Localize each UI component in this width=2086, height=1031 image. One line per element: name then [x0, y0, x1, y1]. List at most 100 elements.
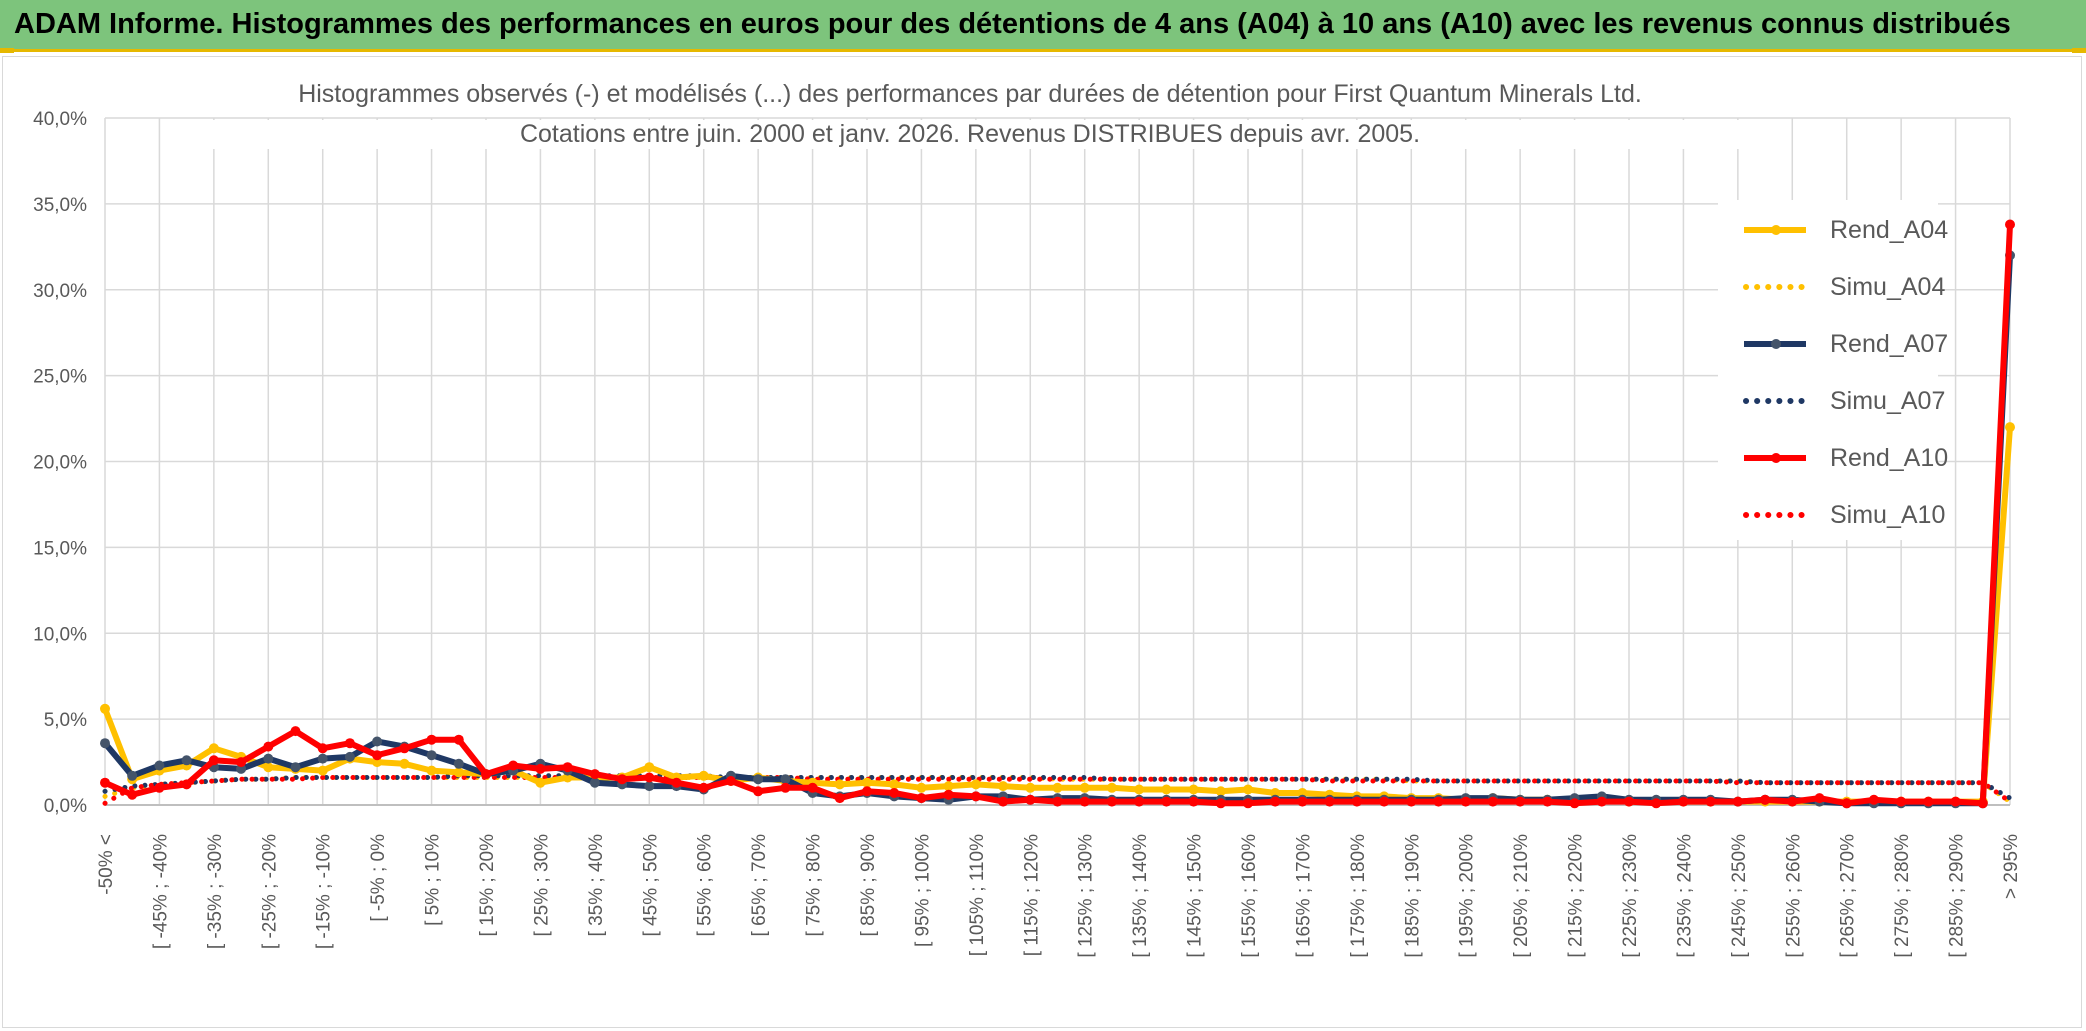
data-point-rend-a10 — [753, 786, 764, 797]
legend-swatch-rend-a10 — [1744, 453, 1806, 463]
y-tick-label: 25,0% — [33, 367, 87, 388]
data-point-rend-a10 — [1297, 796, 1308, 807]
data-point-rend-a04 — [1079, 782, 1090, 793]
data-point-rend-a10 — [916, 793, 927, 804]
banner-accent-left — [0, 48, 14, 53]
legend-swatch-simu-a04 — [1743, 284, 1809, 290]
legend-item-simu-a10[interactable]: Simu_A10 — [1742, 495, 1946, 535]
data-point-rend-a10 — [617, 774, 628, 785]
data-point-rend-a04 — [1188, 784, 1199, 795]
data-point-rend-a07 — [453, 758, 464, 769]
data-point-rend-a10 — [181, 779, 192, 790]
data-point-rend-a04 — [1134, 784, 1145, 795]
legend-label-simu-a10: Simu_A10 — [1830, 501, 1946, 529]
data-point-rend-a10 — [1515, 796, 1526, 807]
data-point-rend-a10 — [263, 741, 274, 752]
data-point-rend-a04 — [943, 781, 954, 792]
data-point-rend-a04 — [2005, 422, 2015, 433]
data-point-rend-a10 — [1678, 796, 1689, 807]
x-tick-label: [ 205% ; 210% — [1511, 834, 1532, 958]
data-point-rend-a10 — [1705, 796, 1716, 807]
data-point-rend-a07 — [317, 753, 328, 764]
x-tick-label: [ 265% ; 270% — [1838, 834, 1859, 958]
data-point-rend-a07 — [753, 774, 764, 785]
data-point-rend-a04 — [698, 770, 709, 781]
data-point-rend-a10 — [1025, 794, 1036, 805]
y-tick-label: 40,0% — [33, 109, 87, 130]
data-point-rend-a10 — [317, 743, 328, 754]
y-tick-label: 30,0% — [33, 281, 87, 302]
data-point-rend-a10 — [1977, 798, 1988, 809]
data-point-rend-a10 — [671, 777, 682, 788]
data-point-rend-a10 — [1651, 798, 1662, 809]
data-point-rend-a04 — [453, 767, 464, 778]
data-point-rend-a04 — [970, 779, 981, 790]
header-banner: ADAM Informe. Histogrammes des performan… — [0, 0, 2086, 52]
x-tick-label: [ -5% ; 0% — [368, 834, 389, 922]
x-tick-label: [ 105% ; 110% — [967, 834, 988, 956]
data-point-rend-a10 — [780, 782, 791, 793]
data-point-rend-a10 — [1215, 798, 1226, 809]
data-point-rend-a04 — [1106, 782, 1117, 793]
data-point-rend-a04 — [426, 765, 437, 776]
report-title: ADAM Informe. Histogrammes des performan… — [14, 8, 2011, 40]
data-point-rend-a07 — [263, 753, 274, 764]
legend-swatch-rend-a04 — [1744, 225, 1806, 235]
data-point-rend-a10 — [1406, 796, 1417, 807]
y-tick-label: 20,0% — [33, 453, 87, 474]
data-point-rend-a10 — [1542, 796, 1553, 807]
x-tick-label: [ 65% ; 70% — [749, 834, 770, 937]
x-tick-label: [ 245% ; 250% — [1729, 834, 1750, 958]
data-point-rend-a10 — [453, 734, 464, 745]
data-point-rend-a10 — [862, 786, 872, 797]
data-point-rend-a10 — [399, 743, 410, 754]
legend-label-rend-a10: Rend_A10 — [1830, 444, 1949, 472]
data-point-rend-a04 — [889, 779, 900, 790]
data-point-rend-a10 — [1161, 796, 1172, 807]
legend-swatch-simu-a10 — [1743, 512, 1809, 518]
legend-label-simu-a07: Simu_A07 — [1830, 387, 1946, 415]
data-point-rend-a10 — [1868, 794, 1879, 805]
x-tick-label: -50% < — [96, 834, 117, 895]
data-point-rend-a10 — [1079, 796, 1090, 807]
legend-swatch-simu-a07 — [1743, 398, 1809, 404]
data-point-rend-a04 — [263, 762, 274, 773]
y-tick-label: 0,0% — [44, 796, 87, 817]
data-point-rend-a10 — [344, 738, 355, 749]
legend-swatch-rend-a07 — [1744, 339, 1806, 349]
x-tick-label: [ 235% ; 240% — [1674, 834, 1695, 958]
legend-item-rend-a07[interactable]: Rend_A07 — [1742, 324, 1948, 364]
legend-item-simu-a04[interactable]: Simu_A04 — [1742, 267, 1946, 307]
data-point-rend-a07 — [426, 750, 437, 761]
chart-title: Histogrammes observés (-) et modélisés (… — [200, 80, 1740, 109]
data-point-rend-a04 — [208, 743, 219, 754]
legend-item-simu-a07[interactable]: Simu_A07 — [1742, 381, 1946, 421]
data-point-rend-a10 — [154, 782, 165, 793]
y-tick-label: 10,0% — [33, 624, 87, 645]
legend-label-simu-a04: Simu_A04 — [1830, 273, 1946, 301]
data-point-rend-a04 — [998, 781, 1009, 792]
data-point-rend-a04 — [1161, 784, 1172, 795]
data-point-rend-a10 — [1433, 796, 1444, 807]
data-point-rend-a10 — [889, 788, 900, 798]
legend-item-rend-a10[interactable]: Rend_A10 — [1742, 438, 1948, 478]
data-point-rend-a10 — [943, 789, 954, 800]
data-point-rend-a07 — [181, 755, 192, 766]
series-line-simu-a10 — [102, 775, 2013, 806]
data-point-rend-a07 — [344, 751, 355, 762]
data-point-rend-a10 — [1188, 796, 1199, 807]
y-tick-label: 35,0% — [33, 195, 87, 216]
legend-item-rend-a04[interactable]: Rend_A04 — [1742, 210, 1948, 250]
x-tick-label: [ 215% ; 220% — [1566, 834, 1587, 958]
data-point-rend-a07 — [589, 777, 600, 788]
data-point-rend-a07 — [644, 781, 655, 792]
data-point-rend-a10 — [208, 755, 219, 766]
data-point-rend-a10 — [1106, 796, 1117, 807]
x-tick-label: [ 185% ; 190% — [1402, 834, 1423, 958]
y-tick-label: 5,0% — [44, 710, 87, 731]
data-point-rend-a04 — [1215, 786, 1226, 797]
data-point-rend-a10 — [1814, 793, 1825, 804]
data-point-rend-a07 — [780, 774, 791, 785]
data-point-rend-a10 — [1923, 796, 1934, 807]
data-point-rend-a04 — [834, 779, 845, 790]
